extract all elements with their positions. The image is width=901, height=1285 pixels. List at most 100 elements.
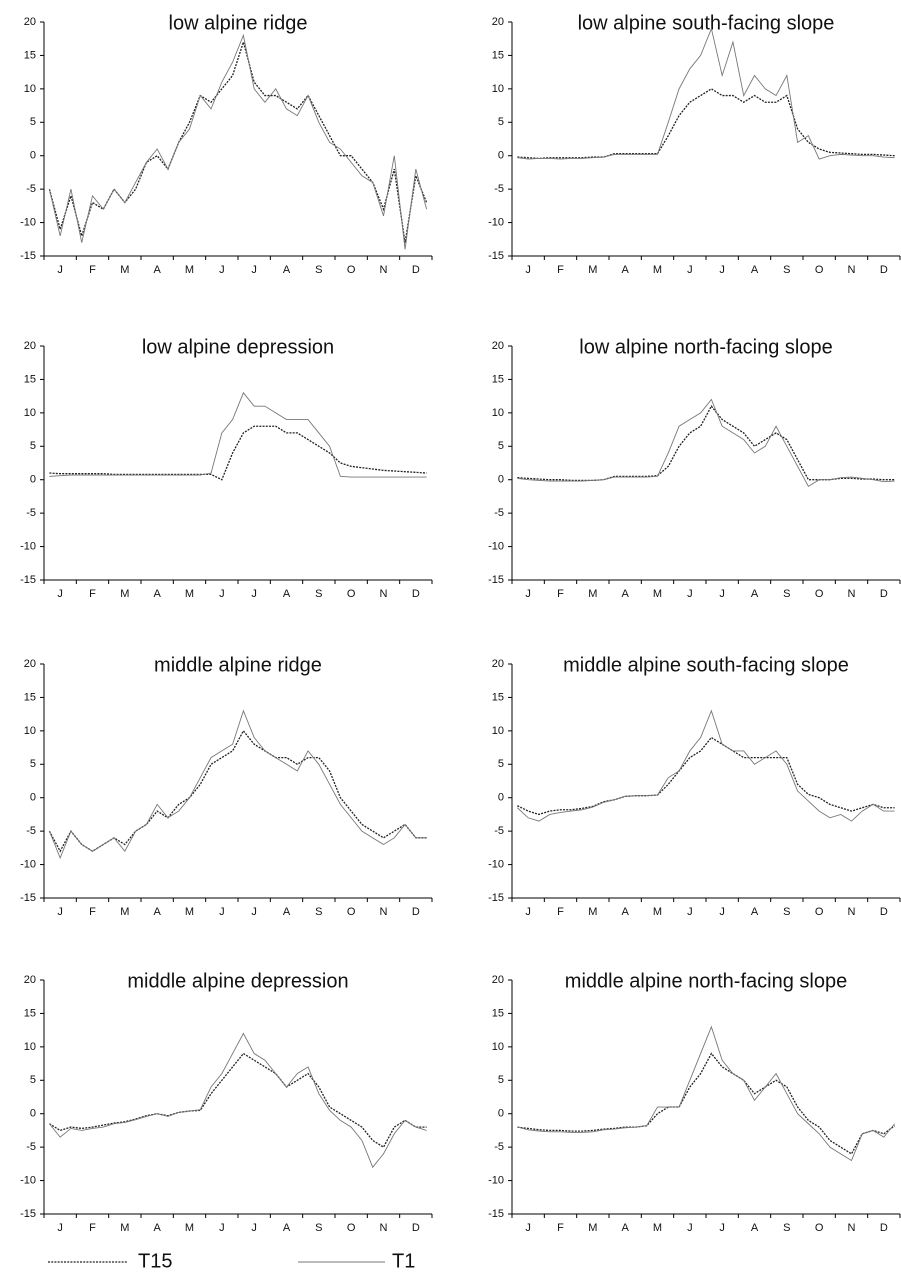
x-tick-label: O [815, 1222, 824, 1234]
y-tick-label: -15 [488, 1208, 504, 1220]
y-tick-label: 20 [492, 974, 504, 986]
y-tick-label: -15 [20, 1208, 36, 1220]
series-line [48, 39, 428, 243]
x-tick-label: O [347, 588, 356, 600]
x-tick-label: O [347, 264, 356, 276]
y-tick-label: 15 [492, 373, 504, 385]
x-tick-label: A [153, 588, 161, 600]
y-tick-label: 15 [24, 373, 36, 385]
x-tick-label: O [815, 906, 824, 918]
y-tick-label: 20 [492, 658, 504, 670]
x-tick-label: A [153, 1222, 161, 1234]
x-tick-label: M [185, 1222, 194, 1234]
x-tick-label: M [120, 1222, 129, 1234]
x-tick-label: M [653, 906, 662, 918]
x-tick-label: F [89, 264, 96, 276]
x-tick-label: S [783, 264, 790, 276]
x-tick-label: O [815, 264, 824, 276]
x-tick-label: M [588, 264, 597, 276]
x-tick-label: J [251, 906, 257, 918]
x-tick-label: A [621, 264, 629, 276]
x-tick-label: J [525, 906, 531, 918]
x-tick-label: S [315, 1222, 322, 1234]
chart-title: middle alpine depression [127, 970, 348, 992]
x-tick-label: D [412, 906, 420, 918]
y-tick-label: 15 [24, 691, 36, 703]
x-tick-label: F [557, 264, 564, 276]
y-tick-label: 15 [492, 691, 504, 703]
x-tick-label: M [185, 264, 194, 276]
x-tick-label: D [412, 588, 420, 600]
x-tick-label: J [525, 264, 531, 276]
y-tick-label: -10 [20, 540, 36, 552]
chart-panel: low alpine ridge -15 -10 -5 0 5 10 15 20 J F M A M J J A… [20, 12, 433, 276]
series-line [517, 1025, 895, 1162]
y-tick-label: 15 [24, 1007, 36, 1019]
y-tick-label: 20 [24, 16, 36, 28]
series-line [48, 729, 427, 853]
chart-title: low alpine north-facing slope [579, 336, 833, 358]
y-tick-label: -10 [488, 540, 504, 552]
y-tick-label: -15 [20, 892, 36, 904]
y-tick-label: 15 [24, 49, 36, 61]
x-tick-label: M [588, 588, 597, 600]
y-tick-label: 0 [30, 1108, 36, 1120]
x-tick-label: J [525, 588, 531, 600]
y-tick-label: 10 [492, 407, 504, 419]
x-tick-label: J [219, 906, 225, 918]
x-tick-label: M [653, 588, 662, 600]
chart-title: middle alpine south-facing slope [563, 654, 849, 676]
x-tick-label: D [880, 588, 888, 600]
y-tick-label: 5 [498, 1074, 504, 1086]
chart-panel: low alpine depression -15 -10 -5 0 5 10 15 20 J F M… [20, 336, 433, 600]
series-line [517, 709, 895, 822]
legend-label: T15 [138, 1250, 172, 1272]
x-tick-label: J [57, 264, 63, 276]
x-tick-label: J [719, 906, 725, 918]
x-tick-label: A [621, 1222, 629, 1234]
x-tick-label: D [880, 264, 888, 276]
x-tick-label: A [751, 264, 759, 276]
x-tick-label: N [380, 1222, 388, 1234]
y-tick-label: 0 [30, 474, 36, 486]
x-tick-label: J [57, 588, 63, 600]
x-tick-label: A [283, 588, 291, 600]
y-tick-label: 10 [24, 1041, 36, 1053]
x-tick-label: A [751, 1222, 759, 1234]
y-tick-label: 10 [492, 83, 504, 95]
chart-panel: middle alpine ridge -15 -10 -5 0 5 10 15 20 J F M A M… [20, 654, 433, 918]
y-tick-label: -10 [20, 1174, 36, 1186]
y-tick-label: 5 [30, 1074, 36, 1086]
x-tick-label: A [283, 906, 291, 918]
y-tick-label: 15 [492, 49, 504, 61]
y-tick-label: 5 [498, 440, 504, 452]
legend: T15 T1 [48, 1250, 415, 1272]
x-tick-label: S [783, 588, 790, 600]
x-tick-label: J [687, 906, 693, 918]
x-tick-label: J [687, 1222, 693, 1234]
x-tick-label: J [687, 264, 693, 276]
series-line [49, 391, 427, 478]
series-line [517, 736, 895, 816]
x-tick-label: J [219, 264, 225, 276]
x-tick-label: F [557, 1222, 564, 1234]
y-tick-label: 15 [492, 1007, 504, 1019]
y-tick-label: 0 [30, 150, 36, 162]
x-tick-label: F [89, 588, 96, 600]
x-tick-label: M [588, 906, 597, 918]
x-tick-label: O [347, 906, 356, 918]
x-tick-label: J [57, 1222, 63, 1234]
x-tick-label: A [751, 906, 759, 918]
x-tick-label: A [283, 1222, 291, 1234]
y-tick-label: 20 [24, 340, 36, 352]
chart-panel: middle alpine depression -15 -10 -5 0 5 10 15 20… [20, 970, 433, 1234]
chart-title: low alpine south-facing slope [578, 12, 835, 34]
series-line [517, 404, 895, 482]
chart-title: middle alpine north-facing slope [565, 970, 847, 992]
x-tick-label: F [557, 906, 564, 918]
x-tick-label: J [251, 1222, 257, 1234]
y-tick-label: -10 [488, 858, 504, 870]
y-tick-label: 5 [498, 116, 504, 128]
y-tick-label: 0 [30, 792, 36, 804]
x-tick-label: J [719, 588, 725, 600]
